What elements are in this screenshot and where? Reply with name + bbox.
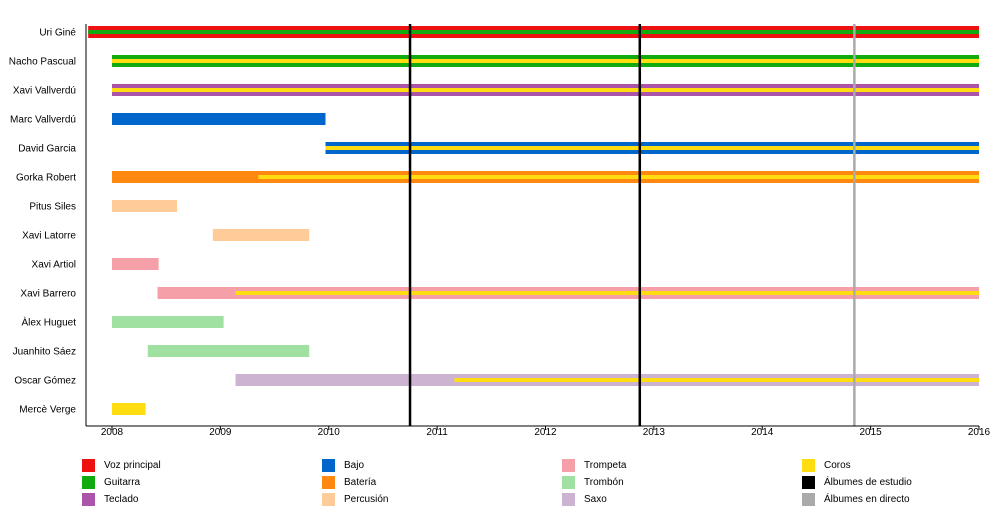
legend-swatch — [562, 475, 575, 489]
member-label: Xavi Barrero — [20, 289, 76, 300]
legend-item-voz: Voz principal — [82, 458, 161, 472]
stripe-coros — [258, 175, 979, 179]
legend-label: Trombón — [584, 476, 624, 488]
bar-percusion — [212, 229, 310, 241]
legend-label: Coros — [824, 459, 851, 471]
member-label: Juanhito Sáez — [13, 347, 76, 358]
x-tick-label: 2012 — [534, 427, 557, 438]
member-label: Xavi Latorre — [22, 231, 76, 242]
member-label: David Garcia — [18, 144, 76, 155]
member-label: Gorka Robert — [16, 173, 76, 184]
legend-swatch — [802, 492, 815, 506]
member-label: Marc Vallverdú — [10, 115, 76, 126]
legend-item-trompeta: Trompeta — [562, 458, 626, 472]
member-label: Mercè Verge — [19, 405, 76, 416]
legend-label: Álbumes en directo — [824, 493, 910, 505]
member-label: Nacho Pascual — [9, 57, 76, 68]
legend-item-directo: Álbumes en directo — [802, 492, 910, 506]
legend-label: Voz principal — [104, 459, 161, 471]
legend-swatch — [802, 458, 815, 472]
bar-percusion — [112, 200, 178, 212]
legend-swatch — [562, 458, 575, 472]
legend-item-teclado: Teclado — [82, 492, 138, 506]
member-label: Xavi Artiol — [32, 260, 76, 271]
x-tick-label: 2009 — [209, 427, 232, 438]
stripe-coros — [112, 59, 979, 63]
legend-item-coros: Coros — [802, 458, 851, 472]
stripe-coros — [235, 291, 980, 295]
bar-trombon — [112, 316, 224, 328]
x-tick-label: 2015 — [860, 427, 883, 438]
bar-trombon — [147, 345, 310, 357]
legend-item-bateria: Batería — [322, 475, 376, 489]
legend-label: Trompeta — [584, 459, 627, 471]
legend-item-estudio: Álbumes de estudio — [802, 475, 912, 489]
legend-item-bajo: Bajo — [322, 458, 364, 472]
member-label: Uri Giné — [39, 28, 76, 39]
x-tick-label: 2008 — [101, 427, 124, 438]
legend-swatch — [562, 492, 575, 506]
legend-swatch — [322, 475, 335, 489]
member-label: Àlex Huguet — [22, 316, 77, 329]
legend-label: Teclado — [104, 493, 139, 505]
x-tick-label: 2016 — [968, 427, 991, 438]
legend-item-guitarra: Guitarra — [82, 475, 140, 489]
legend-label: Álbumes de estudio — [824, 476, 912, 488]
legend-swatch — [82, 492, 95, 506]
legend-item-percusion: Percusión — [322, 492, 388, 506]
band-timeline-chart: Uri Giné Nacho Pascual Xavi Vallverdú Marc … — [9, 24, 991, 438]
x-tick-label: 2010 — [318, 427, 341, 438]
legend-swatch — [802, 475, 815, 489]
bars-layer — [88, 26, 980, 415]
x-tick-label: 2011 — [426, 427, 448, 438]
stripe-coros — [112, 88, 979, 92]
legend-item-saxo: Saxo — [562, 492, 607, 506]
legend-swatch — [82, 475, 95, 489]
member-label: Xavi Vallverdú — [13, 86, 76, 97]
legend-swatch — [322, 458, 335, 472]
bar-bajo — [112, 113, 326, 125]
legend-swatch — [82, 458, 95, 472]
member-label: Pitus Siles — [29, 202, 76, 213]
events-layer — [408, 24, 856, 426]
x-tick-label: 2013 — [643, 427, 666, 438]
legend-swatch — [322, 492, 335, 506]
bar-trompeta — [112, 258, 159, 270]
stripe-coros — [325, 146, 979, 150]
legend-label: Percusión — [344, 493, 389, 505]
legend-label: Batería — [344, 476, 377, 488]
stripe-coros — [454, 378, 980, 382]
axis-layer: Uri Giné Nacho Pascual Xavi Vallverdú Marc … — [9, 24, 991, 438]
legend-label: Bajo — [344, 459, 365, 471]
legend-label: Guitarra — [104, 476, 141, 488]
bar-coros — [112, 403, 146, 415]
x-tick-label: 2014 — [751, 427, 774, 438]
stripe-guitarra — [88, 30, 980, 34]
legend-item-trombon: Trombón — [562, 475, 624, 489]
legend: Voz principal Guitarra Teclado Bajo Batería P… — [0, 455, 1000, 515]
member-label: Oscar Gómez — [14, 376, 76, 387]
legend-label: Saxo — [584, 493, 607, 505]
